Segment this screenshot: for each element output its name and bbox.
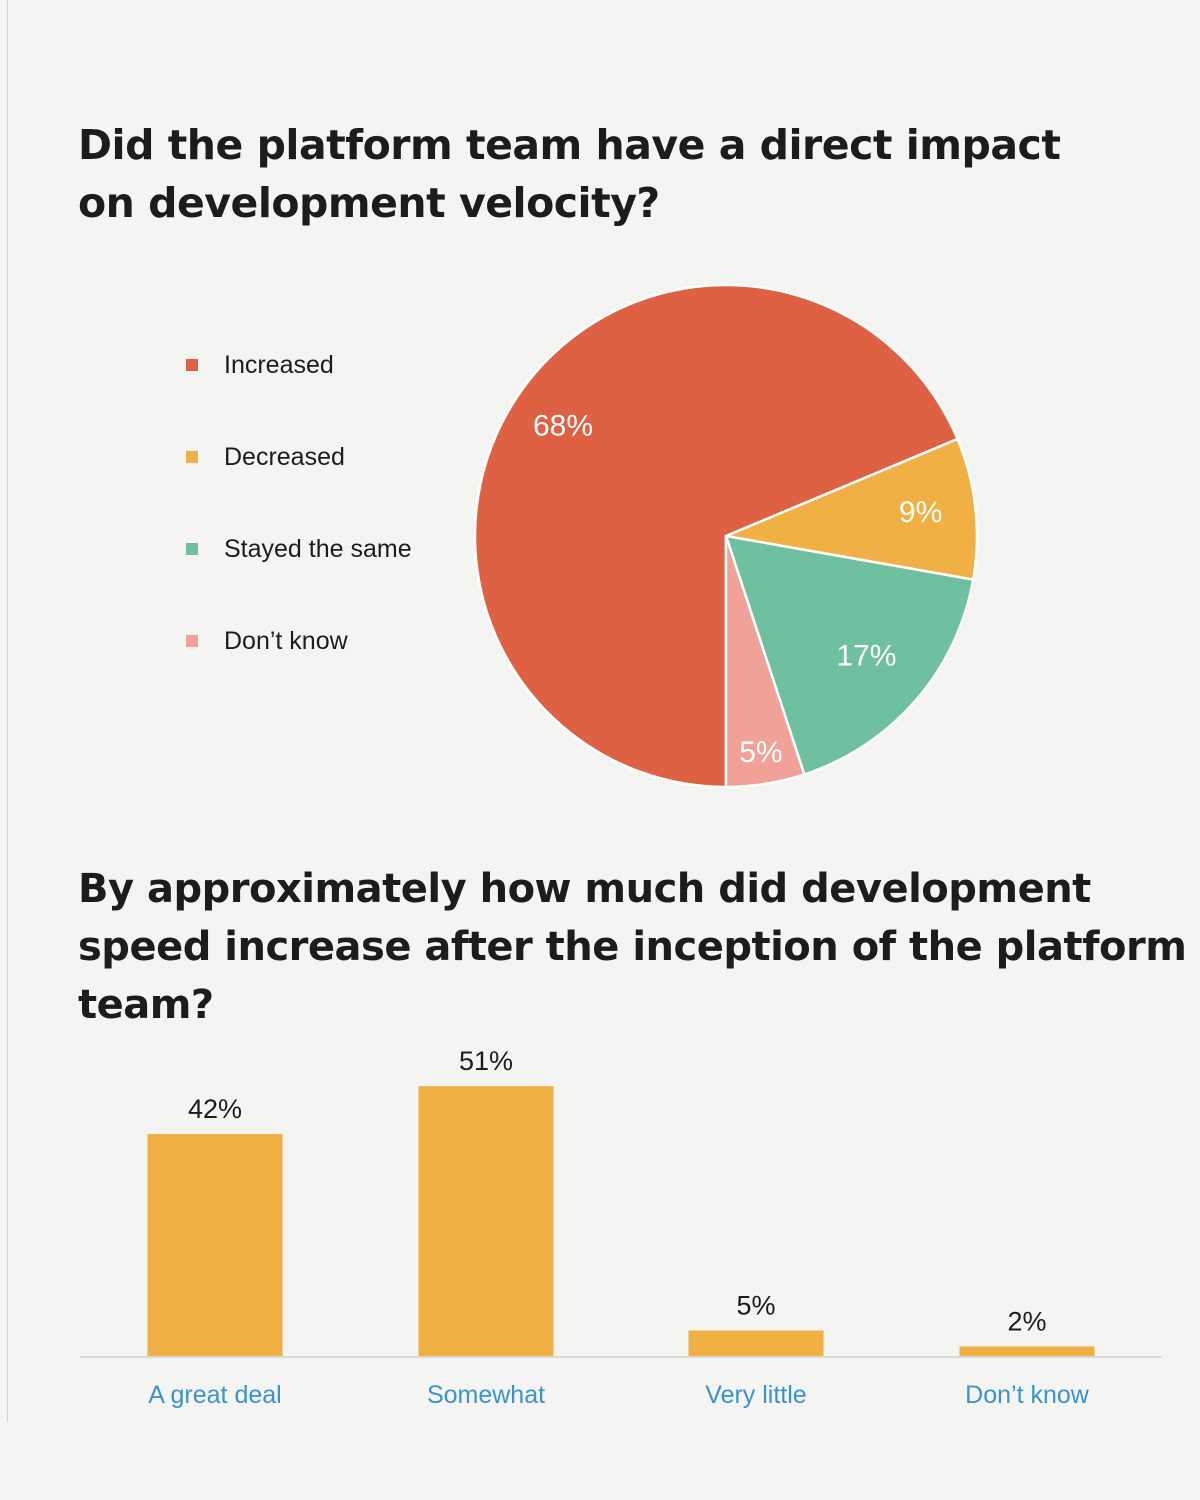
- legend-label-decreased: Decreased: [224, 442, 345, 471]
- bar-category-dont-know: Don’t know: [965, 1381, 1090, 1409]
- pie-slice-dont-know: [724, 534, 806, 789]
- pie-label-stayed-the-same: 17%: [836, 640, 896, 673]
- bar-value-dont-know: 2%: [1007, 1306, 1046, 1336]
- bar-category-somewhat: Somewhat: [427, 1381, 545, 1409]
- pie-slice-stayed-the-same: [724, 534, 975, 776]
- bar-category-very-little: Very little: [705, 1381, 806, 1409]
- pie-label-dont-know: 5%: [739, 736, 782, 769]
- legend-swatch-stayed-the-same: [186, 543, 198, 555]
- pie-chart: 68% 9% 17% 5%: [473, 283, 979, 789]
- bar-value-a-great-deal: 42%: [188, 1094, 242, 1124]
- pie-label-decreased: 9%: [899, 496, 942, 529]
- pie-slice-decreased: [724, 437, 979, 581]
- legend-label-increased: Increased: [224, 350, 334, 379]
- legend-swatch-increased: [186, 359, 198, 371]
- bar-somewhat: [418, 1086, 554, 1357]
- bar-chart: 42% A great deal 51% Somewhat 5% Very little 2…: [80, 1046, 1162, 1409]
- legend-swatch-dont-know: [186, 635, 198, 647]
- legend-label-dont-know: Don’t know: [224, 626, 348, 655]
- bar-category-a-great-deal: A great deal: [148, 1381, 281, 1409]
- legend-item-dont-know: Don’t know: [186, 621, 348, 661]
- bar-chart-title: By approximately how much did developmen…: [78, 866, 1187, 1028]
- legend-swatch-decreased: [186, 451, 198, 463]
- bar-dont-know: [959, 1346, 1095, 1357]
- legend-item-increased: Increased: [186, 345, 334, 385]
- pie-slice-increased: [473, 283, 959, 789]
- legend-label-stayed-the-same: Stayed the same: [224, 534, 412, 563]
- bar-a-great-deal: [147, 1134, 283, 1357]
- legend-item-decreased: Decreased: [186, 437, 345, 477]
- pie-chart-title: Did the platform team have a direct impa…: [78, 121, 1061, 227]
- legend-item-stayed-the-same: Stayed the same: [186, 529, 412, 569]
- bar-very-little: [688, 1330, 824, 1357]
- left-border-rule: [7, 0, 8, 1422]
- bar-value-very-little: 5%: [736, 1291, 775, 1321]
- pie-label-increased: 68%: [533, 410, 593, 443]
- bar-value-somewhat: 51%: [459, 1046, 513, 1076]
